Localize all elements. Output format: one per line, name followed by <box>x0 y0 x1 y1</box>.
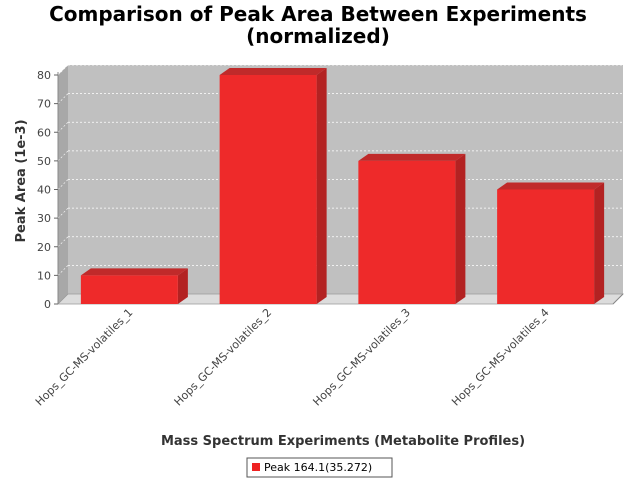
y-tick-label: 40 <box>37 184 51 197</box>
bar-side <box>316 68 327 304</box>
bar-side <box>594 182 605 304</box>
plot-left-wall <box>58 65 68 304</box>
legend-box <box>246 457 393 478</box>
y-axis: 0 10 20 30 40 50 60 70 80 <box>37 69 59 311</box>
x-axis-label: Mass Spectrum Experiments (Metabolite Pr… <box>161 434 525 449</box>
bar-top <box>358 153 466 161</box>
bar-front <box>497 189 595 304</box>
y-tick-label: 70 <box>37 98 51 111</box>
bar-front <box>219 75 317 304</box>
legend-swatch <box>252 463 260 471</box>
bar <box>219 68 327 304</box>
bar-side <box>177 268 188 304</box>
bar-front <box>80 275 178 304</box>
x-tick-label: Hops_GC-MS-volatiles_4 <box>449 306 552 409</box>
y-tick-label: 0 <box>44 298 51 311</box>
chart-subtitle: (normalized) <box>246 24 390 48</box>
y-tick-label: 80 <box>37 69 51 82</box>
bar-front <box>358 160 456 304</box>
bar <box>80 268 188 304</box>
bar-top <box>497 182 605 190</box>
y-tick-label: 60 <box>37 126 51 139</box>
x-tick-label: Hops_GC-MS-volatiles_2 <box>172 306 275 409</box>
bar-side <box>455 153 466 304</box>
legend-label: Peak 164.1(35.272) <box>264 461 372 474</box>
floor-edge <box>612 293 624 305</box>
y-tick-label: 10 <box>37 269 51 282</box>
x-tick-label: Hops_GC-MS-volatiles_1 <box>33 306 136 409</box>
legend: Peak 164.1(35.272) <box>246 457 393 478</box>
bar-top <box>219 68 327 75</box>
bar <box>358 153 466 304</box>
y-tick-label: 30 <box>37 212 51 225</box>
bar <box>497 182 605 304</box>
y-tick-label: 20 <box>37 241 51 254</box>
gridlines <box>57 64 623 276</box>
chart-title: Comparison of Peak Area Between Experime… <box>49 2 587 26</box>
x-axis: Hops_GC-MS-volatiles_1 Hops_GC-MS-volatil… <box>33 306 552 409</box>
y-axis-label: Peak Area (1e-3) <box>14 119 29 242</box>
bars <box>80 68 605 304</box>
bar-top <box>80 268 188 276</box>
x-tick-label: Hops_GC-MS-volatiles_3 <box>310 306 413 409</box>
y-tick-label: 50 <box>37 155 51 168</box>
